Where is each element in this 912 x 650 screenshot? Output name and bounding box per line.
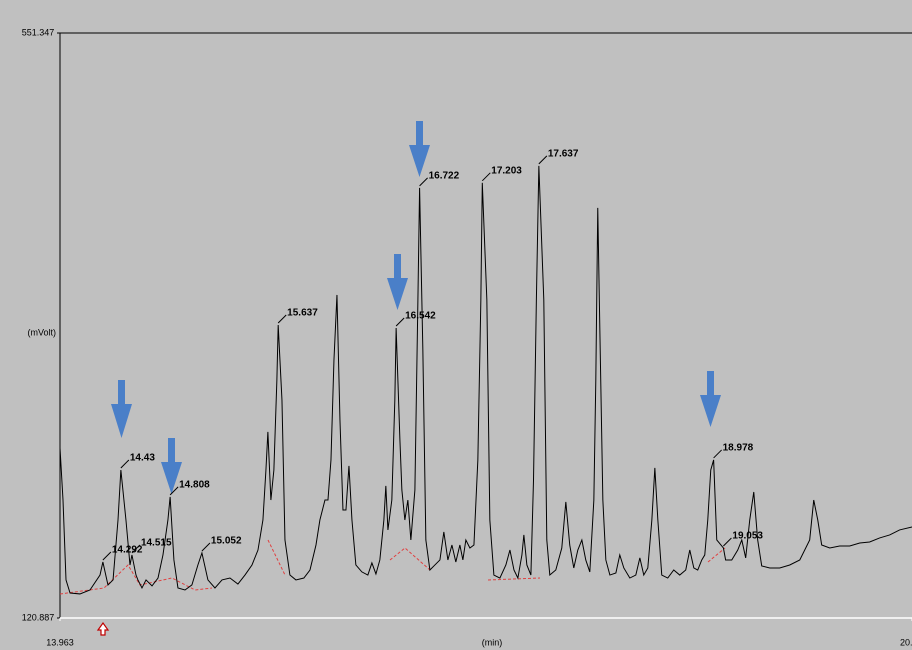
peak-label: 14.292 [112, 545, 143, 556]
arrows [111, 121, 721, 494]
peak-label: 15.637 [287, 308, 318, 319]
peak-label: 17.203 [491, 165, 522, 176]
peak-leader [713, 449, 722, 459]
peak-leader [201, 542, 211, 552]
peak-label: 19.053 [732, 531, 763, 542]
peak-label: 14.515 [141, 538, 172, 549]
peak-leader [102, 551, 112, 561]
x-tick-label: 13.963 [46, 637, 74, 647]
arrow [111, 380, 132, 438]
peak-leader [277, 314, 287, 324]
peak-label: 16.542 [405, 311, 436, 322]
baseline [389, 547, 431, 571]
y-tick-label: 551.347 [22, 27, 55, 37]
baseline [267, 539, 286, 576]
baseline [707, 547, 726, 563]
peak-label: 14.808 [179, 480, 210, 491]
peak-leader [419, 177, 428, 187]
peak-label: 15.052 [211, 536, 242, 547]
injection-marker [96, 621, 110, 636]
signal-trace [59, 165, 912, 595]
x-axis-label: (min) [482, 637, 503, 647]
peak-leader [723, 537, 732, 547]
y-tick-label: 120.887 [22, 612, 55, 622]
peak-label: 18.978 [723, 443, 754, 454]
arrow [700, 371, 721, 427]
peak-leader [120, 459, 130, 469]
baseline [487, 577, 541, 581]
peak-leader [481, 172, 491, 182]
peak-leader [538, 155, 548, 165]
arrow [161, 438, 182, 494]
x-tick-label: 20.5 [900, 637, 912, 647]
peak-leader [395, 317, 405, 327]
arrow [409, 121, 430, 177]
peak-leader [131, 544, 141, 554]
y-axis-label: (mVolt) [27, 327, 56, 337]
peak-label: 14.43 [130, 453, 155, 464]
peak-label: 17.637 [548, 148, 579, 159]
peak-label: 16.722 [429, 170, 460, 181]
peak-leader [169, 486, 179, 496]
arrow [387, 254, 408, 310]
plot-area [60, 33, 912, 618]
